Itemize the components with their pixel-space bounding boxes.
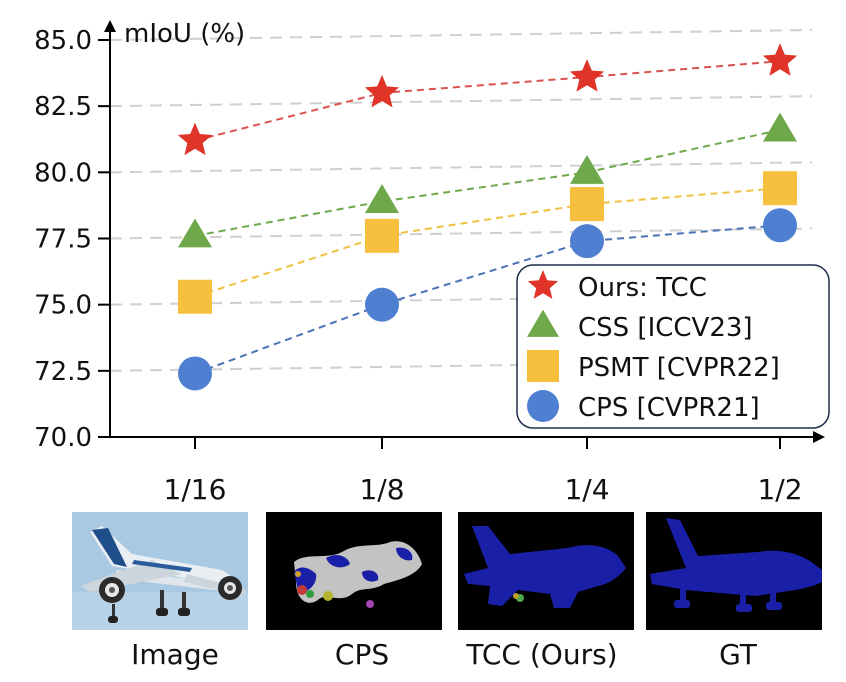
panel-ground-truth: [646, 512, 822, 630]
data-point: [178, 356, 212, 391]
data-point: [364, 74, 400, 108]
data-point: [763, 171, 797, 206]
legend-box: [516, 264, 830, 429]
data-point: [570, 224, 604, 259]
legend-marker: [527, 350, 559, 382]
x-tick-label: 1/8: [359, 473, 404, 506]
caption-gt: GT: [719, 638, 757, 671]
series-markers: [177, 43, 798, 391]
x-ticks: 1/16 1/8 1/4 1/2: [164, 437, 803, 506]
panel-input-image: [72, 512, 248, 630]
x-tick-label: 1/2: [757, 473, 802, 506]
gridline: [109, 227, 813, 240]
legend-label: CSS [ICCV23]: [578, 313, 753, 343]
gridline: [109, 161, 813, 174]
series-line: [194, 129, 781, 237]
caption-tcc: TCC (Ours): [466, 638, 618, 671]
data-point: [569, 59, 605, 92]
data-point: [178, 279, 212, 314]
data-point: [177, 122, 213, 156]
series-lines: [194, 60, 781, 375]
legend-marker: [527, 309, 559, 337]
data-point: [763, 208, 797, 243]
legend-marker: [527, 390, 559, 422]
legend-marker: [527, 270, 559, 299]
data-point: [365, 218, 399, 253]
axes: mIoU (%): [104, 19, 825, 443]
x-tick-label: 1/4: [564, 473, 609, 506]
data-point: [365, 287, 399, 322]
caption-image: Image: [131, 638, 219, 671]
gridline: [109, 95, 813, 108]
legend-label: CPS [CVPR21]: [578, 393, 760, 423]
caption-cps: CPS: [334, 638, 390, 671]
legend: Ours: TCC CSS [ICCV23] PSMT [CVPR22] CPS [C…: [516, 264, 830, 429]
y-ticks: 70.0 72.5 75.0 77.5 80.0 82.5 85.0: [34, 26, 110, 453]
y-tick-label: 80.0: [34, 158, 92, 188]
y-tick-label: 72.5: [34, 357, 92, 387]
data-point: [762, 43, 798, 76]
line-chart: mIoU (%) 70.0 72.5 75.0 77.5 80.0 82.5 85.0 1/…: [34, 19, 830, 506]
data-point: [365, 184, 399, 214]
y-tick-label: 70.0: [34, 423, 92, 453]
panel-tcc-prediction: [458, 512, 634, 630]
x-axis-arrow: [813, 431, 825, 443]
legend-label: Ours: TCC: [578, 273, 707, 303]
panel-cps-prediction: [266, 512, 442, 630]
gridline: [109, 29, 813, 41]
y-tick-label: 75.0: [34, 291, 92, 321]
data-point: [763, 112, 797, 142]
legend-label: PSMT [CVPR22]: [578, 353, 780, 383]
y-tick-label: 77.5: [34, 225, 92, 255]
y-axis-arrow: [104, 20, 116, 32]
y-tick-label: 85.0: [34, 26, 92, 56]
x-tick-label: 1/16: [164, 473, 227, 506]
y-tick-label: 82.5: [34, 92, 92, 122]
series-line: [194, 60, 781, 142]
data-point: [570, 154, 604, 184]
y-axis-label: mIoU (%): [124, 19, 245, 49]
data-point: [178, 218, 212, 248]
series-line: [194, 224, 781, 375]
series-line: [194, 187, 781, 298]
data-point: [570, 187, 604, 222]
